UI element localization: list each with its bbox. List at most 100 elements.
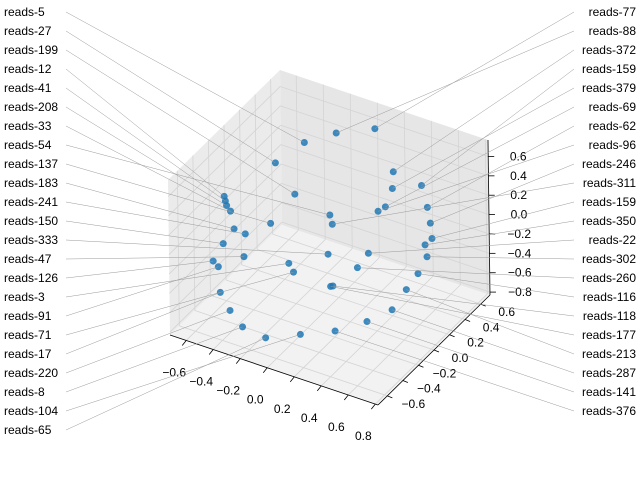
point-label: reads-47 (4, 252, 52, 266)
label-leader-line (65, 271, 294, 336)
label-leader-line (65, 239, 329, 255)
label-leader-line (65, 68, 225, 197)
y-gridline (192, 155, 196, 311)
z-gridline (168, 105, 281, 217)
x-gridline (295, 75, 299, 231)
y-tick (387, 395, 393, 399)
z-gridline (280, 86, 489, 157)
x-tick-label: 0.2 (274, 402, 291, 416)
point-label: reads-96 (589, 138, 637, 152)
label-leader-line (431, 201, 575, 239)
z-tick-label: 0.0 (511, 208, 528, 222)
point-label: reads-350 (582, 214, 636, 228)
label-leader-line (330, 286, 575, 336)
point-label: reads-116 (583, 290, 636, 304)
label-leader-line (65, 256, 244, 260)
y-gridline (270, 79, 274, 235)
point-label: reads-246 (582, 157, 636, 171)
x-tick (181, 340, 187, 346)
point-label: reads-208 (4, 100, 58, 114)
z-gridline (280, 105, 489, 177)
x-gridline (403, 111, 407, 267)
x-tick-label: −0.6 (162, 365, 186, 379)
point-label: reads-213 (582, 347, 636, 361)
y-gridline (256, 249, 466, 320)
point-label: reads-141 (582, 385, 636, 399)
point-label: reads-372 (582, 43, 636, 57)
point-label: reads-5 (4, 5, 45, 19)
y-tick-label: −0.4 (417, 382, 441, 396)
label-leader-line (332, 285, 575, 317)
label-leader-line (65, 337, 266, 431)
label-leader-line (425, 220, 575, 246)
point-label: reads-220 (4, 366, 58, 380)
x-tick (262, 367, 268, 373)
label-leader-line (336, 30, 575, 134)
label-leader-line (65, 144, 330, 216)
x-tick (289, 376, 295, 383)
label-leader-line (332, 182, 575, 225)
label-leader-line (65, 87, 226, 202)
label-leader-line (65, 49, 295, 195)
point-label: reads-150 (4, 214, 58, 228)
z-gridline (280, 144, 490, 215)
x-gridline (349, 93, 353, 249)
z-tick-label: 0.6 (510, 149, 527, 163)
label-leader-line (427, 125, 575, 208)
z-tick-label: −0.8 (508, 285, 532, 299)
point-label: reads-12 (4, 62, 52, 76)
x-gridline (457, 129, 461, 286)
label-leader-line (406, 289, 575, 355)
point-label: reads-311 (583, 176, 636, 190)
z-gridline (281, 163, 490, 235)
label-leader-line (65, 30, 276, 164)
label-leader-line (392, 87, 575, 189)
point-label: reads-302 (582, 252, 636, 266)
x-gridline (484, 139, 488, 295)
y-gridline (254, 94, 258, 250)
z-gridline (168, 124, 281, 236)
point-label: reads-3 (4, 290, 45, 304)
label-leader-line (377, 144, 575, 212)
point-label: reads-62 (589, 119, 637, 133)
z-tick-label: −0.4 (508, 246, 532, 260)
label-leader-line (65, 106, 227, 206)
y-gridline (210, 294, 419, 366)
y-tick (464, 319, 471, 322)
point-label: reads-33 (4, 119, 52, 133)
x-tick (316, 385, 322, 392)
label-leader-line (385, 106, 575, 208)
y-gridline (225, 279, 435, 351)
label-leader-line (65, 310, 231, 374)
y-tick-label: 0.2 (467, 336, 484, 350)
z-axis-line (487, 139, 491, 296)
label-leader-line (65, 182, 235, 230)
label-leader-line (65, 292, 221, 355)
y-tick (402, 380, 409, 383)
label-leader-line (65, 326, 243, 393)
x-tick (343, 394, 349, 401)
point-label: reads-65 (4, 423, 52, 437)
x-gridline (430, 120, 434, 276)
label-leader-line (374, 11, 575, 129)
x-tick-label: 0.0 (247, 393, 264, 407)
label-leader-line (65, 201, 246, 235)
point-label: reads-379 (582, 81, 636, 95)
z-tick-label: 0.4 (510, 169, 527, 183)
point-label: reads-54 (4, 138, 52, 152)
z-gridline (169, 221, 283, 333)
label-leader-line (427, 256, 575, 260)
x-axis-line (169, 334, 379, 406)
label-leader-line (393, 49, 575, 173)
label-leader-line (65, 125, 231, 212)
y-gridline (241, 264, 450, 336)
point-label: reads-183 (4, 176, 58, 190)
label-leader-line (65, 266, 219, 317)
point-label: reads-69 (589, 100, 637, 114)
point-label: reads-159 (582, 62, 636, 76)
y-tick-label: 0.6 (498, 305, 515, 319)
point-label: reads-91 (4, 309, 52, 323)
point-label: reads-126 (4, 271, 58, 285)
x-tick-label: −0.4 (189, 375, 213, 389)
